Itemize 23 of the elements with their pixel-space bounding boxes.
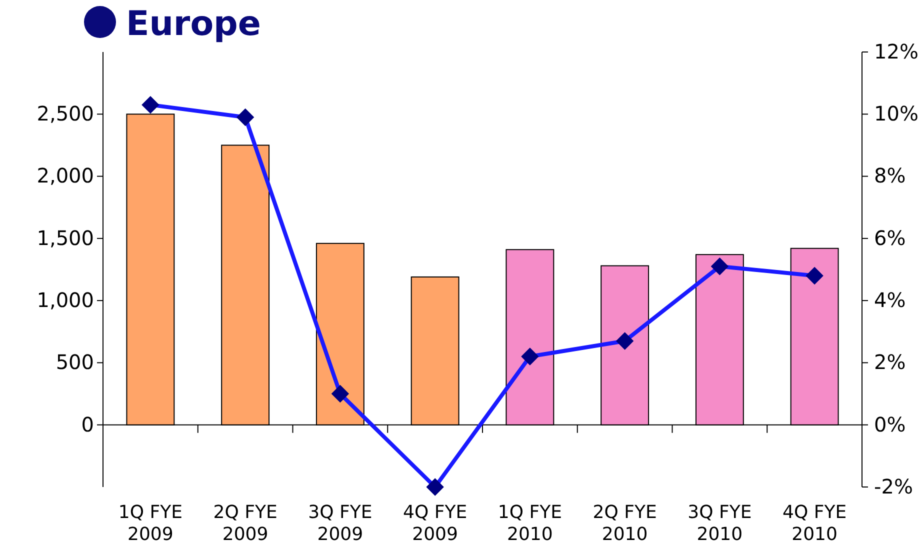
x-tick-label: 2Q FYE 2009 <box>213 502 278 544</box>
x-tick-label: 1Q FYE 2009 <box>118 502 182 544</box>
y-tick-label: 1,500 <box>36 226 94 250</box>
y2-tick-label: 10% <box>874 102 918 126</box>
y2-tick-label: 4% <box>874 288 906 312</box>
x-tick-label: 1Q FYE 2010 <box>498 502 562 544</box>
x-tick-label: 4Q FYE 2009 <box>403 502 468 544</box>
y-tick-label: 0 <box>81 412 94 436</box>
y-tick-label: 2,500 <box>36 102 94 126</box>
y2-tick-label: 12% <box>874 39 918 64</box>
x-tick-label: 3Q FYE 2010 <box>688 502 752 544</box>
x-tick-label: 3Q FYE 2009 <box>308 502 372 544</box>
y2-tick-label: 2% <box>874 350 906 374</box>
chart-title: Europe <box>126 4 261 44</box>
y-tick-label: 1,000 <box>36 288 94 312</box>
x-tick-label: 2Q FYE 2010 <box>592 502 657 544</box>
y2-tick-label: 8% <box>874 164 906 188</box>
y2-tick-label: 0% <box>874 412 906 436</box>
x-tick-label: 4Q FYE 2010 <box>782 502 847 544</box>
y-tick-label: 2,000 <box>36 164 94 188</box>
y-tick-label: 500 <box>56 350 94 374</box>
y2-tick-label: -2% <box>874 474 913 498</box>
y2-tick-label: 6% <box>874 226 906 250</box>
